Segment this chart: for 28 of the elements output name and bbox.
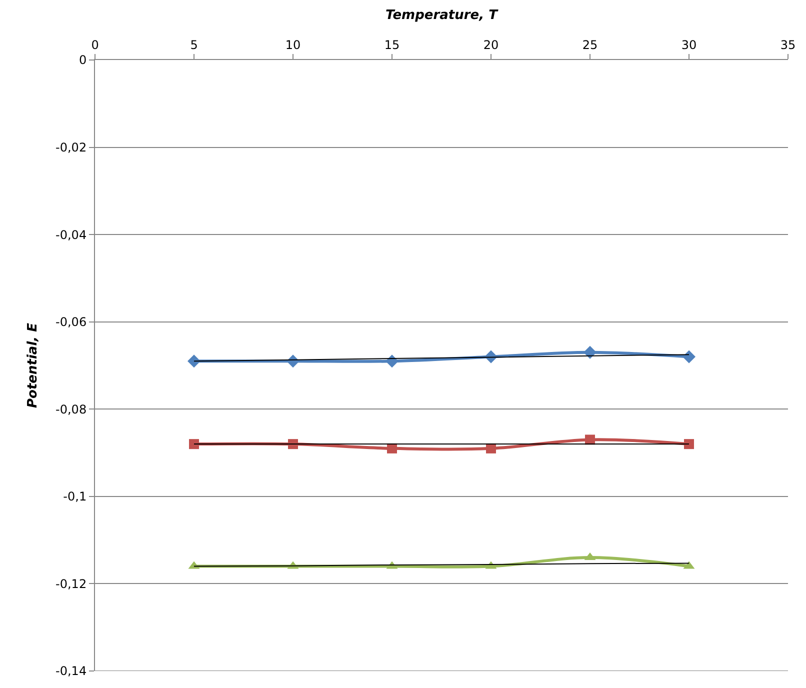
- y-tick-label: -0,02: [56, 140, 87, 154]
- x-tick-label: 15: [384, 38, 400, 52]
- point: [288, 439, 298, 450]
- y-tick-label: -0,04: [56, 228, 87, 242]
- point: [585, 434, 595, 445]
- y-tick-label: -0,1: [63, 490, 87, 504]
- x-axis-title: Temperature, T: [386, 8, 499, 24]
- x-tick-label: 30: [681, 38, 697, 52]
- point: [189, 439, 199, 450]
- y-tick-label: -0,08: [56, 402, 87, 416]
- point: [684, 439, 694, 450]
- y-tick-label: 0: [78, 53, 87, 68]
- y-tick-label: -0,12: [56, 576, 87, 591]
- point: [188, 354, 200, 368]
- point: [584, 346, 596, 359]
- y-tick-label: -0,14: [56, 664, 87, 678]
- x-tick-label: 20: [483, 38, 499, 52]
- x-tick-label: 35: [780, 38, 796, 52]
- y-tick-label: -0,06: [56, 315, 87, 330]
- point: [387, 443, 397, 454]
- x-tick-label: 10: [285, 38, 301, 52]
- point: [486, 443, 496, 454]
- x-tick-label: 0: [91, 38, 99, 52]
- point: [682, 350, 696, 364]
- point: [386, 354, 398, 368]
- x-tick-label: 25: [582, 38, 598, 52]
- y-axis-title: Potential, E: [25, 322, 40, 408]
- x-tick-label: 5: [190, 38, 198, 52]
